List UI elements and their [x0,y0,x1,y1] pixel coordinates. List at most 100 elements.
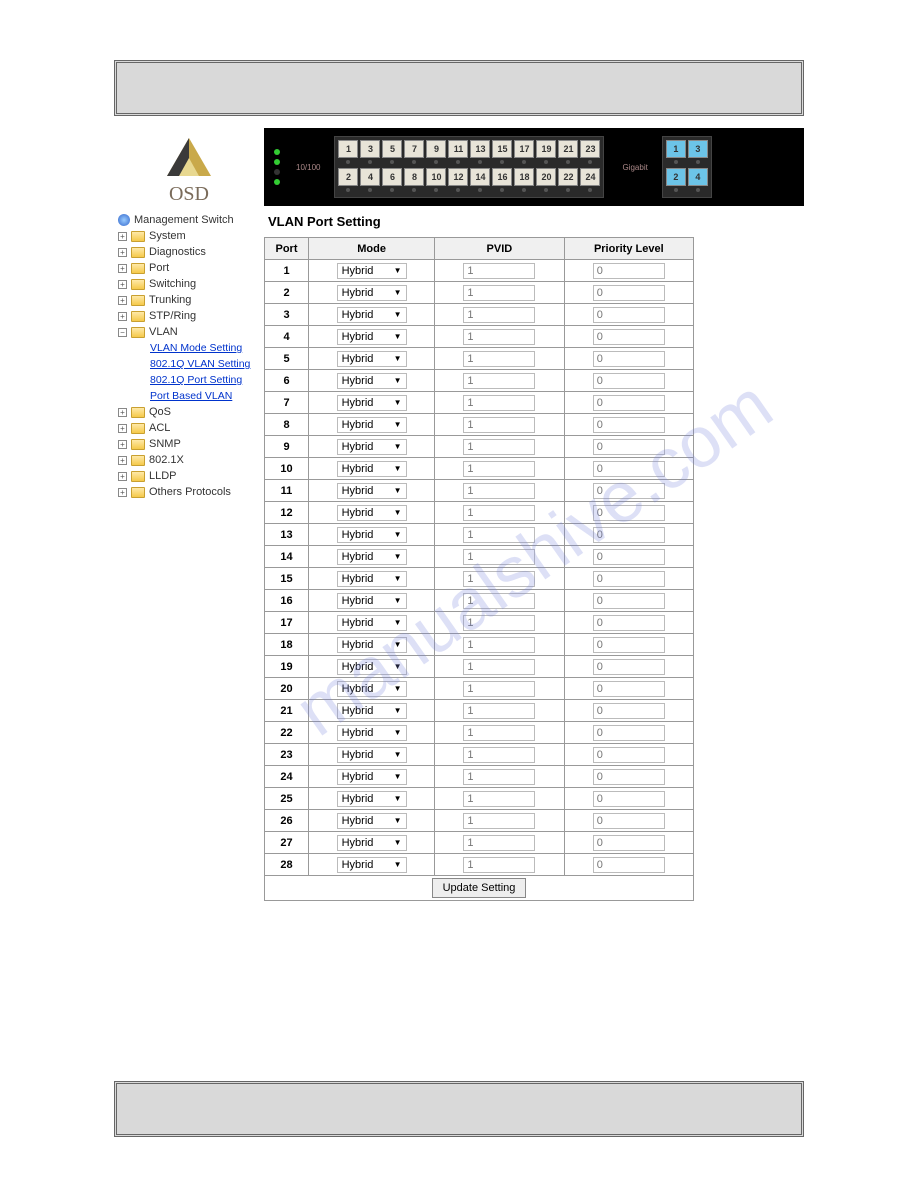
mode-select[interactable]: Hybrid▼ [337,747,407,763]
nav-root[interactable]: Management Switch [114,212,264,228]
nav-sublink[interactable]: 802.1Q Port Setting [114,372,264,388]
priority-input[interactable] [593,373,665,389]
pvid-input[interactable] [463,461,535,477]
priority-input[interactable] [593,593,665,609]
mode-select[interactable]: Hybrid▼ [337,769,407,785]
mode-select[interactable]: Hybrid▼ [337,263,407,279]
expand-icon[interactable]: + [118,264,127,273]
mode-select[interactable]: Hybrid▼ [337,329,407,345]
port-button[interactable]: 24 [580,168,600,186]
port-button[interactable]: 8 [404,168,424,186]
mode-select[interactable]: Hybrid▼ [337,285,407,301]
pvid-input[interactable] [463,329,535,345]
pvid-input[interactable] [463,439,535,455]
port-button[interactable]: 16 [492,168,512,186]
nav-item[interactable]: +Port [114,260,264,276]
nav-item[interactable]: +Others Protocols [114,484,264,500]
port-button[interactable]: 13 [470,140,490,158]
expand-icon[interactable]: + [118,408,127,417]
port-button[interactable]: 4 [360,168,380,186]
pvid-input[interactable] [463,285,535,301]
priority-input[interactable] [593,637,665,653]
mode-select[interactable]: Hybrid▼ [337,703,407,719]
pvid-input[interactable] [463,681,535,697]
mode-select[interactable]: Hybrid▼ [337,549,407,565]
mode-select[interactable]: Hybrid▼ [337,417,407,433]
expand-icon[interactable]: + [118,424,127,433]
expand-icon[interactable]: + [118,248,127,257]
priority-input[interactable] [593,263,665,279]
port-button[interactable]: 2 [338,168,358,186]
port-button[interactable]: 3 [688,140,708,158]
pvid-input[interactable] [463,395,535,411]
priority-input[interactable] [593,483,665,499]
pvid-input[interactable] [463,703,535,719]
pvid-input[interactable] [463,549,535,565]
nav-item[interactable]: +Diagnostics [114,244,264,260]
mode-select[interactable]: Hybrid▼ [337,373,407,389]
priority-input[interactable] [593,681,665,697]
priority-input[interactable] [593,791,665,807]
mode-select[interactable]: Hybrid▼ [337,395,407,411]
port-button[interactable]: 19 [536,140,556,158]
port-button[interactable]: 9 [426,140,446,158]
priority-input[interactable] [593,439,665,455]
pvid-input[interactable] [463,483,535,499]
pvid-input[interactable] [463,417,535,433]
mode-select[interactable]: Hybrid▼ [337,307,407,323]
nav-vlan[interactable]: − VLAN [114,324,264,340]
port-button[interactable]: 20 [536,168,556,186]
pvid-input[interactable] [463,769,535,785]
pvid-input[interactable] [463,505,535,521]
nav-item[interactable]: +Switching [114,276,264,292]
collapse-icon[interactable]: − [118,328,127,337]
port-button[interactable]: 17 [514,140,534,158]
nav-sublink[interactable]: Port Based VLAN [114,388,264,404]
nav-item[interactable]: +LLDP [114,468,264,484]
port-button[interactable]: 3 [360,140,380,158]
port-button[interactable]: 22 [558,168,578,186]
mode-select[interactable]: Hybrid▼ [337,637,407,653]
mode-select[interactable]: Hybrid▼ [337,615,407,631]
priority-input[interactable] [593,813,665,829]
pvid-input[interactable] [463,263,535,279]
port-button[interactable]: 14 [470,168,490,186]
priority-input[interactable] [593,417,665,433]
nav-item[interactable]: +System [114,228,264,244]
port-button[interactable]: 12 [448,168,468,186]
port-button[interactable]: 2 [666,168,686,186]
priority-input[interactable] [593,307,665,323]
priority-input[interactable] [593,615,665,631]
priority-input[interactable] [593,549,665,565]
mode-select[interactable]: Hybrid▼ [337,857,407,873]
pvid-input[interactable] [463,527,535,543]
mode-select[interactable]: Hybrid▼ [337,659,407,675]
priority-input[interactable] [593,835,665,851]
expand-icon[interactable]: + [118,440,127,449]
pvid-input[interactable] [463,373,535,389]
priority-input[interactable] [593,329,665,345]
nav-item[interactable]: +STP/Ring [114,308,264,324]
pvid-input[interactable] [463,835,535,851]
priority-input[interactable] [593,769,665,785]
pvid-input[interactable] [463,615,535,631]
pvid-input[interactable] [463,813,535,829]
port-button[interactable]: 7 [404,140,424,158]
pvid-input[interactable] [463,637,535,653]
priority-input[interactable] [593,703,665,719]
priority-input[interactable] [593,747,665,763]
pvid-input[interactable] [463,791,535,807]
mode-select[interactable]: Hybrid▼ [337,527,407,543]
pvid-input[interactable] [463,747,535,763]
priority-input[interactable] [593,857,665,873]
nav-sublink[interactable]: VLAN Mode Setting [114,340,264,356]
mode-select[interactable]: Hybrid▼ [337,681,407,697]
expand-icon[interactable]: + [118,280,127,289]
mode-select[interactable]: Hybrid▼ [337,593,407,609]
expand-icon[interactable]: + [118,296,127,305]
priority-input[interactable] [593,659,665,675]
priority-input[interactable] [593,461,665,477]
nav-item[interactable]: +ACL [114,420,264,436]
mode-select[interactable]: Hybrid▼ [337,505,407,521]
expand-icon[interactable]: + [118,232,127,241]
